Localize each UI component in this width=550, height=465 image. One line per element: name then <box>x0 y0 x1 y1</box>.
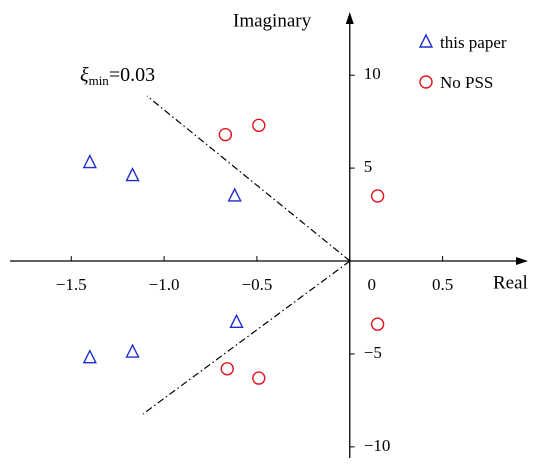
point <box>220 362 234 376</box>
y-tick-label: −5 <box>364 343 382 362</box>
point <box>229 313 244 329</box>
x-axis-arrow <box>516 257 528 266</box>
annotation: ξmin=0.03 <box>80 64 155 88</box>
legend-marker <box>418 33 434 48</box>
point <box>82 349 97 364</box>
y-axis-arrow <box>345 12 354 24</box>
point <box>218 127 233 142</box>
x-axis-label: Real <box>493 272 528 293</box>
point <box>252 371 266 385</box>
point <box>252 118 266 133</box>
point <box>125 166 140 182</box>
y-tick-label: 5 <box>364 157 373 176</box>
annotation-subscript: min <box>89 73 110 88</box>
y-tick-label: −10 <box>364 436 391 455</box>
point <box>370 189 385 203</box>
x-tick-label: −1.5 <box>56 275 87 294</box>
annotation-symbol: ξ <box>80 64 89 86</box>
y-axis-label: Imaginary <box>233 10 312 31</box>
x-tick-label: 0 <box>368 275 377 294</box>
point <box>82 153 97 169</box>
legend-label: No PSS <box>440 73 493 92</box>
legend-label: this paper <box>440 33 507 52</box>
legend-marker <box>419 75 433 89</box>
point <box>125 343 140 358</box>
x-tick-label: −1.0 <box>149 275 180 294</box>
point <box>370 317 385 331</box>
y-tick-label: 10 <box>364 64 381 83</box>
damping-line <box>146 95 351 262</box>
point <box>227 187 242 202</box>
annotation-text: =0.03 <box>109 64 155 86</box>
x-tick-label: −0.5 <box>242 275 273 294</box>
x-tick-label: 0.5 <box>432 275 453 294</box>
